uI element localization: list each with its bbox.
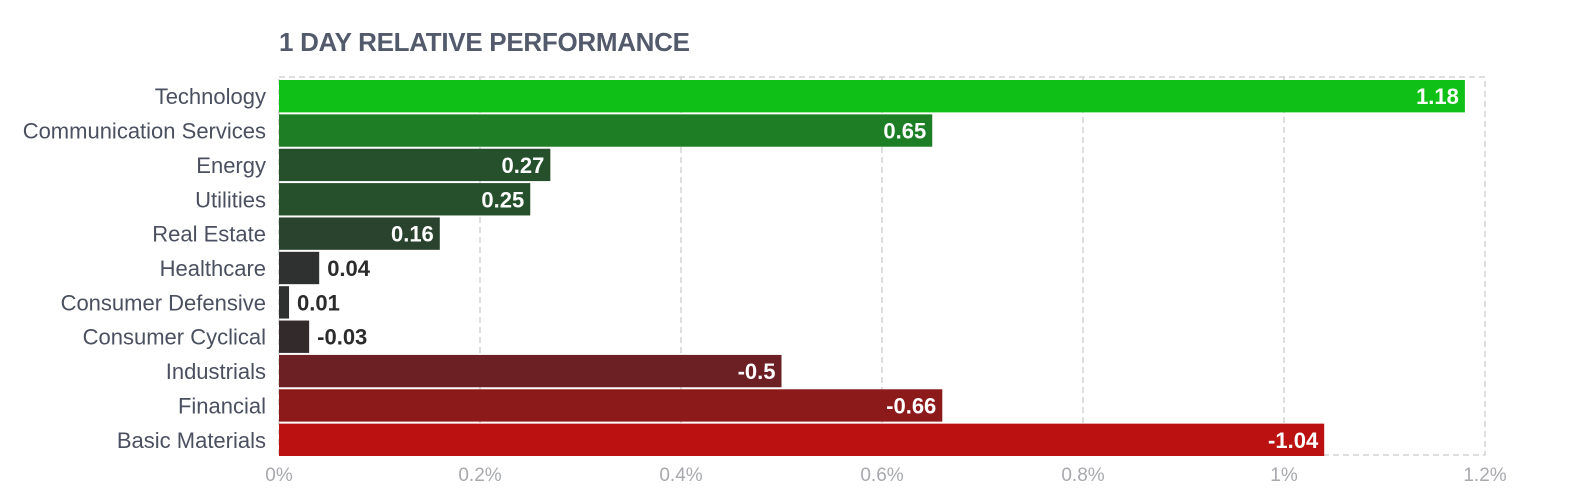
bars bbox=[279, 80, 1465, 456]
category-label: Financial bbox=[178, 393, 266, 418]
bar bbox=[279, 423, 1325, 456]
category-labels: Technology Communication Services Energy Ut… bbox=[23, 84, 266, 453]
x-tick-label: 0.4% bbox=[659, 465, 702, 486]
bar bbox=[279, 286, 290, 319]
x-axis-ticks: 0% 0.2% 0.4% 0.6% 0.8% 1% 1.2% bbox=[265, 465, 1506, 486]
bar bbox=[279, 114, 933, 147]
category-label: Industrials bbox=[166, 359, 266, 384]
category-label: Energy bbox=[196, 153, 266, 178]
category-label: Basic Materials bbox=[117, 428, 266, 453]
bar bbox=[279, 148, 551, 182]
x-tick-label: 1.2% bbox=[1463, 465, 1506, 486]
category-label: Healthcare bbox=[160, 256, 266, 281]
x-tick-label: 1% bbox=[1270, 465, 1298, 486]
value-label: 0.01 bbox=[297, 290, 340, 315]
category-label: Real Estate bbox=[152, 222, 266, 247]
value-label: 1.18 bbox=[1416, 84, 1459, 109]
value-label: 0.16 bbox=[391, 222, 434, 247]
x-tick-label: 0.6% bbox=[860, 465, 903, 486]
category-label: Technology bbox=[155, 84, 266, 109]
bar bbox=[279, 80, 1465, 113]
category-label: Communication Services bbox=[23, 119, 266, 144]
bar bbox=[279, 320, 310, 353]
value-labels: 1.18 0.65 0.27 0.25 0.16 0.04 0.01 -0.03 -0.5 -0.… bbox=[297, 84, 1459, 453]
bar bbox=[279, 354, 782, 388]
value-label: 0.27 bbox=[502, 153, 545, 178]
category-label: Consumer Cyclical bbox=[83, 325, 266, 350]
bar bbox=[279, 389, 943, 422]
bar bbox=[279, 217, 440, 250]
category-label: Utilities bbox=[195, 187, 266, 212]
chart-title: 1 DAY RELATIVE PERFORMANCE bbox=[279, 27, 690, 57]
bar bbox=[279, 251, 320, 285]
x-tick-label: 0.2% bbox=[458, 465, 501, 486]
value-label: -0.5 bbox=[738, 359, 776, 384]
x-tick-label: 0% bbox=[265, 465, 293, 486]
value-label: 0.25 bbox=[481, 187, 524, 212]
value-label: -1.04 bbox=[1268, 428, 1319, 453]
x-tick-label: 0.8% bbox=[1061, 465, 1104, 486]
category-label: Consumer Defensive bbox=[61, 290, 266, 315]
bar bbox=[279, 183, 531, 216]
value-label: 0.04 bbox=[327, 256, 371, 281]
value-label: 0.65 bbox=[883, 119, 926, 144]
value-label: -0.66 bbox=[886, 393, 936, 418]
value-label: -0.03 bbox=[317, 325, 367, 350]
